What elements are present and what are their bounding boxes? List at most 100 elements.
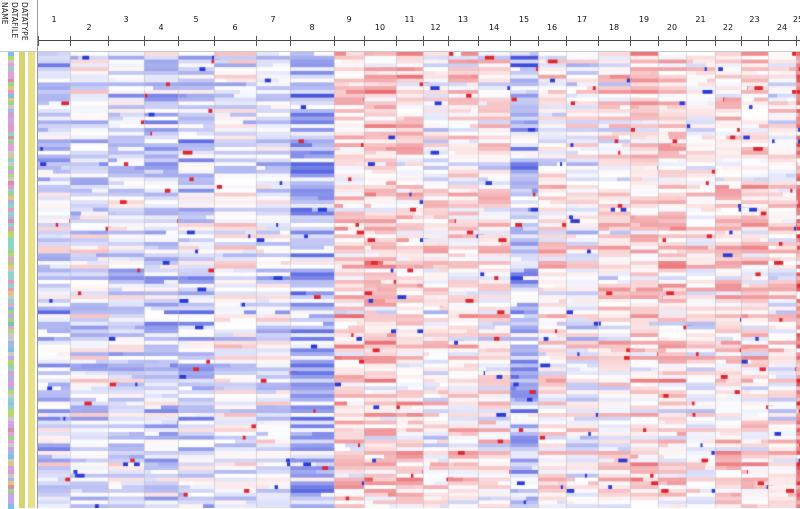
sample-name-cell[interactable] (8, 124, 14, 129)
sample-name-cell[interactable] (8, 462, 14, 467)
sample-name-cell[interactable] (8, 162, 14, 167)
sample-name-cell[interactable] (8, 302, 14, 308)
sample-name-cell[interactable] (8, 432, 14, 437)
sample-name-cell[interactable] (8, 496, 14, 501)
chromosome-label[interactable]: 13 (457, 15, 469, 24)
chromosome-label[interactable]: 2 (86, 23, 92, 32)
track-label-datatype[interactable]: DATATYPE (20, 2, 30, 50)
sample-name-cell[interactable] (8, 173, 14, 178)
sample-name-cell[interactable] (8, 78, 14, 83)
sample-name-cell[interactable] (8, 238, 14, 243)
sample-name-cell[interactable] (8, 204, 14, 209)
sample-name-cell[interactable] (8, 504, 14, 509)
track-label-datafile[interactable]: DATAFILE (10, 2, 20, 50)
sample-name-cell[interactable] (8, 59, 14, 64)
chromosome-label[interactable]: 16 (546, 23, 558, 32)
sample-name-cell[interactable] (8, 143, 14, 148)
sample-name-cell[interactable] (8, 405, 14, 410)
sample-name-cell[interactable] (8, 63, 14, 68)
sample-name-cell[interactable] (8, 185, 14, 190)
sample-name-cell[interactable] (8, 306, 14, 311)
sample-name-cell[interactable] (8, 131, 14, 137)
sample-name-cell[interactable] (8, 481, 14, 486)
sample-name-cell[interactable] (8, 109, 14, 114)
chromosome-label[interactable]: 12 (430, 23, 441, 32)
track-label-name[interactable]: NAME (0, 2, 10, 50)
sample-name-cell[interactable] (8, 390, 14, 395)
chromosome-label[interactable]: 23 (749, 15, 760, 24)
sample-name-cell[interactable] (8, 139, 14, 144)
chromosome-label[interactable]: 24 (776, 23, 788, 32)
sample-name-cell[interactable] (8, 299, 14, 304)
sample-name-cell[interactable] (8, 424, 14, 429)
sample-name-cell[interactable] (8, 291, 14, 296)
sample-name-cell[interactable] (8, 283, 14, 289)
sample-name-cell[interactable] (8, 371, 14, 376)
chromosome-label[interactable]: 4 (158, 23, 164, 32)
sample-name-cell[interactable] (8, 154, 14, 159)
sample-name-cell[interactable] (8, 280, 14, 285)
sample-name-cell[interactable] (8, 420, 14, 425)
sample-name-cell[interactable] (8, 397, 14, 403)
sample-name-cell[interactable] (8, 196, 14, 201)
sample-name-cell[interactable] (8, 215, 14, 220)
sample-name-cell[interactable] (8, 105, 14, 110)
sample-name-cell[interactable] (8, 166, 14, 171)
sample-name-cell[interactable] (8, 169, 14, 175)
sample-name-cell[interactable] (8, 158, 14, 163)
sample-name-cell[interactable] (8, 150, 14, 156)
sample-name-cell[interactable] (8, 268, 14, 273)
sample-name-cell[interactable] (8, 207, 14, 213)
sample-name-cell[interactable] (8, 329, 14, 334)
sample-name-cell[interactable] (8, 245, 14, 251)
sample-name-cell[interactable] (8, 253, 14, 258)
sample-name-cell[interactable] (8, 367, 14, 372)
chromosome-label[interactable]: 10 (374, 23, 386, 32)
sample-name-cell[interactable] (8, 375, 14, 380)
sample-name-cell[interactable] (8, 52, 14, 57)
sample-name-cell[interactable] (8, 223, 14, 228)
sample-name-cell[interactable] (8, 413, 14, 418)
sample-name-cell[interactable] (8, 477, 14, 482)
sample-name-cell[interactable] (8, 181, 14, 186)
sample-name-cell[interactable] (8, 492, 14, 498)
sample-name-cell[interactable] (8, 500, 14, 505)
sample-name-cell[interactable] (8, 147, 14, 152)
sample-name-cell[interactable] (8, 188, 14, 194)
sample-name-cell[interactable] (8, 470, 14, 475)
sample-name-cell[interactable] (8, 325, 14, 330)
sample-name-cell[interactable] (8, 314, 14, 319)
sample-name-cell[interactable] (8, 458, 14, 463)
sample-name-cell[interactable] (8, 219, 14, 224)
chromosome-label[interactable]: 7 (270, 15, 276, 24)
sample-name-cell[interactable] (8, 443, 14, 448)
sample-name-cell[interactable] (8, 116, 14, 121)
datatype-track[interactable] (28, 52, 35, 508)
sample-name-cell[interactable] (8, 439, 14, 444)
sample-name-cell[interactable] (8, 177, 14, 182)
chromosome-label[interactable]: 19 (638, 15, 650, 24)
sample-name-cell[interactable] (8, 71, 14, 76)
sample-name-cell[interactable] (8, 120, 14, 125)
sample-name-cell[interactable] (8, 409, 14, 414)
sample-name-cell[interactable] (8, 234, 14, 239)
sample-name-cell[interactable] (8, 261, 14, 266)
sample-name-cell[interactable] (8, 93, 14, 99)
sample-name-cell[interactable] (8, 352, 14, 357)
chromosome-label[interactable]: 11 (404, 15, 415, 24)
sample-name-cell[interactable] (8, 386, 14, 391)
sample-name-cell[interactable] (8, 428, 14, 433)
sample-name-cell[interactable] (8, 359, 14, 365)
name-track[interactable] (8, 52, 14, 509)
sample-name-cell[interactable] (8, 489, 14, 494)
chromosome-label[interactable]: 6 (232, 23, 238, 32)
sample-name-cell[interactable] (8, 401, 14, 406)
sample-name-cell[interactable] (8, 257, 14, 262)
copy-number-heatmap[interactable] (38, 52, 800, 508)
sample-name-cell[interactable] (8, 356, 14, 361)
chromosome-label[interactable]: 1 (51, 15, 57, 24)
sample-name-cell[interactable] (8, 101, 14, 106)
sample-name-cell[interactable] (8, 272, 14, 277)
sample-name-cell[interactable] (8, 249, 14, 254)
chromosome-label[interactable]: 17 (576, 15, 588, 24)
